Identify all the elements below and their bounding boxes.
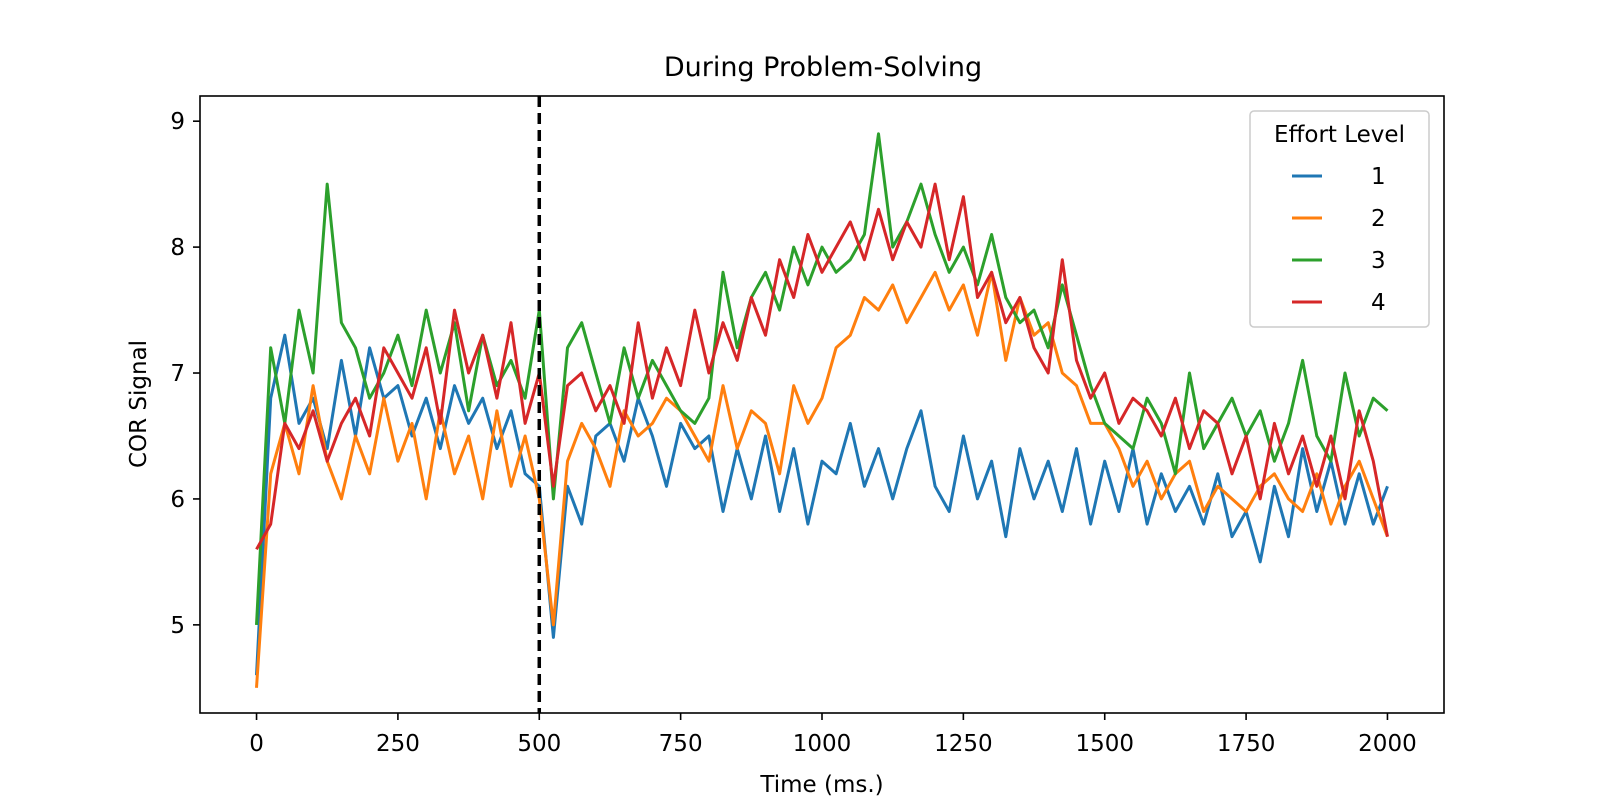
plot-area <box>255 96 1389 713</box>
x-tick-label: 1500 <box>1075 731 1134 757</box>
legend-title: Effort Level <box>1274 122 1405 148</box>
legend-label-4: 4 <box>1371 290 1386 316</box>
x-tick-label: 1750 <box>1217 731 1276 757</box>
y-tick-label: 6 <box>170 487 185 513</box>
x-axis: 0 250 500 750 1000 1250 1500 1750 2000 <box>249 713 1417 757</box>
x-tick-label: 500 <box>517 731 561 757</box>
chart-title: During Problem-Solving <box>664 52 982 83</box>
y-tick-label: 9 <box>170 109 185 135</box>
x-tick-label: 0 <box>249 731 264 757</box>
x-tick-label: 1250 <box>934 731 993 757</box>
legend-label-3: 3 <box>1371 248 1386 274</box>
series-line-4 <box>255 182 1389 551</box>
y-axis-label: COR Signal <box>126 340 152 468</box>
legend-label-1: 1 <box>1371 164 1386 190</box>
y-axis: 5 6 7 8 9 <box>170 109 200 639</box>
y-tick-label: 7 <box>170 361 185 387</box>
legend: Effort Level 1 2 3 4 <box>1249 110 1430 328</box>
y-tick-label: 5 <box>170 613 185 639</box>
x-tick-label: 2000 <box>1358 731 1417 757</box>
series-line-2 <box>255 270 1389 688</box>
y-tick-label: 8 <box>170 235 185 261</box>
legend-label-2: 2 <box>1371 206 1386 232</box>
x-axis-label: Time (ms.) <box>759 772 883 798</box>
x-tick-label: 1000 <box>793 731 852 757</box>
legend-box <box>1249 110 1430 328</box>
x-tick-label: 250 <box>376 731 420 757</box>
x-tick-label: 750 <box>659 731 703 757</box>
